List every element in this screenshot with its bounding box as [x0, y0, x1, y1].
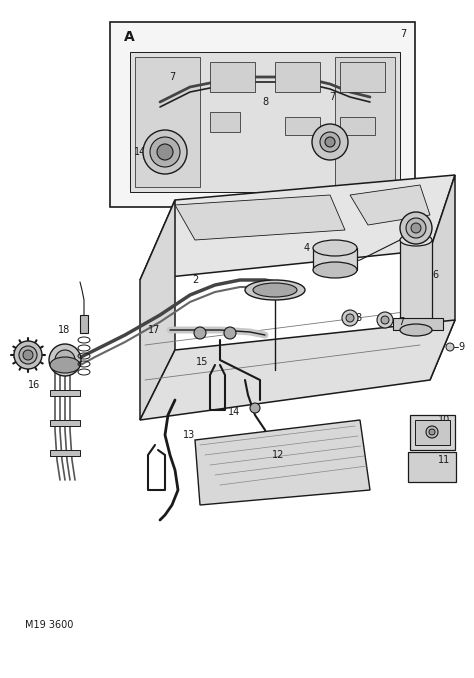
Ellipse shape — [313, 262, 357, 278]
Bar — [210, 112, 240, 132]
Circle shape — [14, 341, 42, 369]
Bar — [50, 450, 80, 456]
Circle shape — [224, 327, 236, 339]
Bar — [400, 240, 432, 330]
Ellipse shape — [313, 240, 357, 256]
Text: 12: 12 — [272, 450, 284, 460]
Circle shape — [55, 350, 75, 370]
Bar — [275, 62, 320, 92]
Polygon shape — [140, 175, 455, 280]
Text: 9: 9 — [458, 342, 464, 352]
Circle shape — [143, 130, 187, 174]
Bar — [410, 415, 455, 450]
Text: 14: 14 — [228, 407, 240, 417]
Circle shape — [446, 343, 454, 351]
Text: 13: 13 — [183, 430, 195, 440]
Ellipse shape — [400, 234, 432, 246]
Text: 17: 17 — [147, 325, 160, 335]
Bar — [285, 117, 320, 135]
Bar — [110, 22, 415, 207]
Text: 5: 5 — [420, 220, 426, 230]
Text: 2: 2 — [192, 275, 198, 285]
Circle shape — [429, 429, 435, 435]
Circle shape — [346, 314, 354, 322]
Text: 18: 18 — [58, 325, 70, 335]
Circle shape — [150, 137, 180, 167]
Circle shape — [19, 346, 37, 364]
Bar — [313, 248, 357, 270]
Ellipse shape — [253, 283, 297, 297]
Circle shape — [194, 327, 206, 339]
Text: 16: 16 — [28, 380, 40, 390]
Text: A: A — [124, 30, 135, 44]
Text: 8: 8 — [355, 313, 361, 323]
Ellipse shape — [50, 357, 80, 373]
Circle shape — [320, 132, 340, 152]
Polygon shape — [130, 52, 400, 192]
Polygon shape — [195, 420, 370, 505]
Text: 7: 7 — [329, 92, 335, 102]
Ellipse shape — [245, 280, 305, 300]
Bar — [50, 420, 80, 426]
Circle shape — [406, 218, 426, 238]
Polygon shape — [135, 57, 200, 187]
Text: 15: 15 — [196, 357, 208, 367]
Bar — [340, 62, 385, 92]
Text: 10: 10 — [438, 415, 450, 425]
Circle shape — [157, 144, 173, 160]
Bar — [80, 315, 88, 333]
Text: 3: 3 — [285, 287, 291, 297]
Circle shape — [342, 310, 358, 326]
Polygon shape — [140, 200, 175, 420]
Circle shape — [312, 124, 348, 160]
Circle shape — [23, 350, 33, 360]
Circle shape — [250, 403, 260, 413]
Circle shape — [377, 312, 393, 328]
Polygon shape — [175, 195, 345, 240]
Text: M19 3600: M19 3600 — [25, 620, 73, 630]
Bar — [408, 452, 456, 482]
Bar — [340, 117, 375, 135]
Circle shape — [381, 316, 389, 324]
Polygon shape — [335, 57, 395, 187]
Bar — [210, 62, 255, 92]
Circle shape — [426, 426, 438, 438]
Text: 6: 6 — [432, 270, 438, 280]
Circle shape — [325, 137, 335, 147]
Bar — [50, 390, 80, 396]
Polygon shape — [430, 175, 455, 380]
Text: 7: 7 — [400, 29, 406, 39]
Text: 11: 11 — [438, 455, 450, 465]
Circle shape — [411, 223, 421, 233]
Bar — [393, 318, 443, 330]
Text: 14: 14 — [134, 147, 146, 157]
Bar — [415, 420, 450, 445]
Ellipse shape — [400, 324, 432, 336]
Circle shape — [49, 344, 81, 376]
Circle shape — [400, 212, 432, 244]
Text: 7: 7 — [398, 317, 404, 327]
Polygon shape — [140, 320, 455, 420]
Text: 7: 7 — [169, 72, 175, 82]
Polygon shape — [350, 185, 430, 225]
Text: 1: 1 — [12, 350, 18, 360]
Text: 4: 4 — [304, 243, 310, 253]
Text: 8: 8 — [262, 97, 268, 107]
